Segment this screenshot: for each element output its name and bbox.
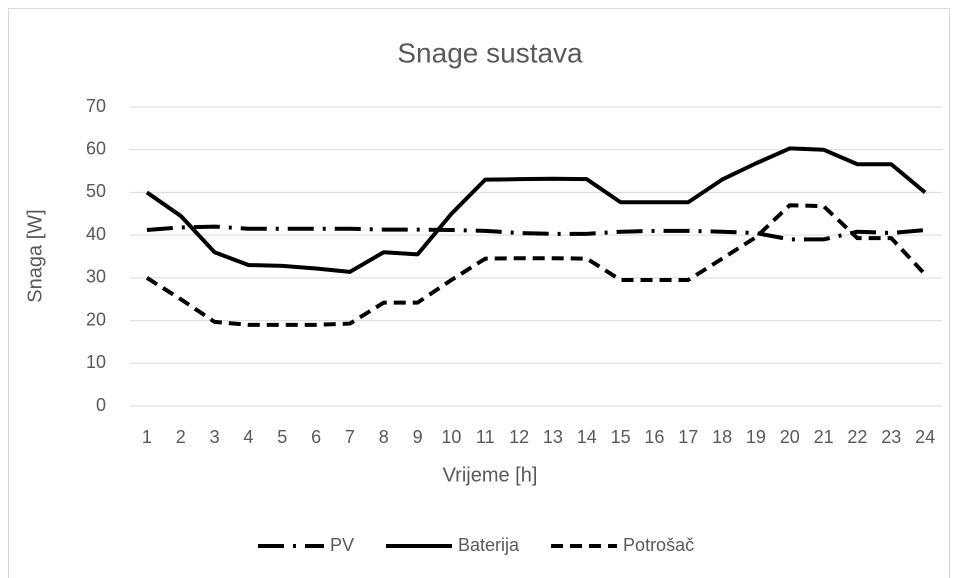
x-tick-label: 20 [780,427,800,447]
y-tick-label: 50 [86,181,106,201]
y-axis-title: Snaga [W] [24,209,46,302]
x-tick-label: 9 [413,427,423,447]
x-tick-label: 22 [847,427,867,447]
x-tick-label: 6 [311,427,321,447]
x-axis-title: Vrijeme [h] [443,464,538,486]
x-tick-label: 2 [176,427,186,447]
x-tick-label: 24 [915,427,935,447]
legend-label: Baterija [458,535,520,555]
x-tick-label: 7 [345,427,355,447]
x-tick-label: 16 [644,427,664,447]
x-tick-label: 23 [881,427,901,447]
series-line [145,146,927,274]
y-tick-label: 70 [86,96,106,116]
x-tick-label: 11 [476,427,495,447]
y-tick-label: 30 [86,267,106,287]
y-tick-label: 60 [86,138,106,158]
x-tick-label: 4 [243,427,253,447]
y-tick-label: 40 [86,224,106,244]
y-tick-label: 10 [86,352,106,372]
y-tick-label: 20 [86,309,106,329]
x-tick-label: 1 [142,427,152,447]
x-tick-label: 18 [712,427,732,447]
x-tick-label: 21 [814,427,834,447]
legend-label: Potrošač [623,535,694,555]
x-tick-label: 3 [210,427,220,447]
chart-title: Snage sustava [397,37,583,68]
legend-label: PV [330,535,354,555]
y-tick-label: 0 [96,395,106,415]
x-tick-label: 17 [678,427,698,447]
chart-frame [8,8,950,578]
x-tick-label: 14 [577,427,597,447]
x-tick-label: 5 [277,427,287,447]
x-tick-label: 13 [543,427,563,447]
x-tick-label: 8 [379,427,389,447]
series-line [145,203,927,327]
x-tick-label: 15 [611,427,631,447]
series-line [146,224,926,242]
x-tick-label: 19 [746,427,766,447]
x-tick-label: 10 [441,427,461,447]
x-tick-label: 12 [509,427,529,447]
